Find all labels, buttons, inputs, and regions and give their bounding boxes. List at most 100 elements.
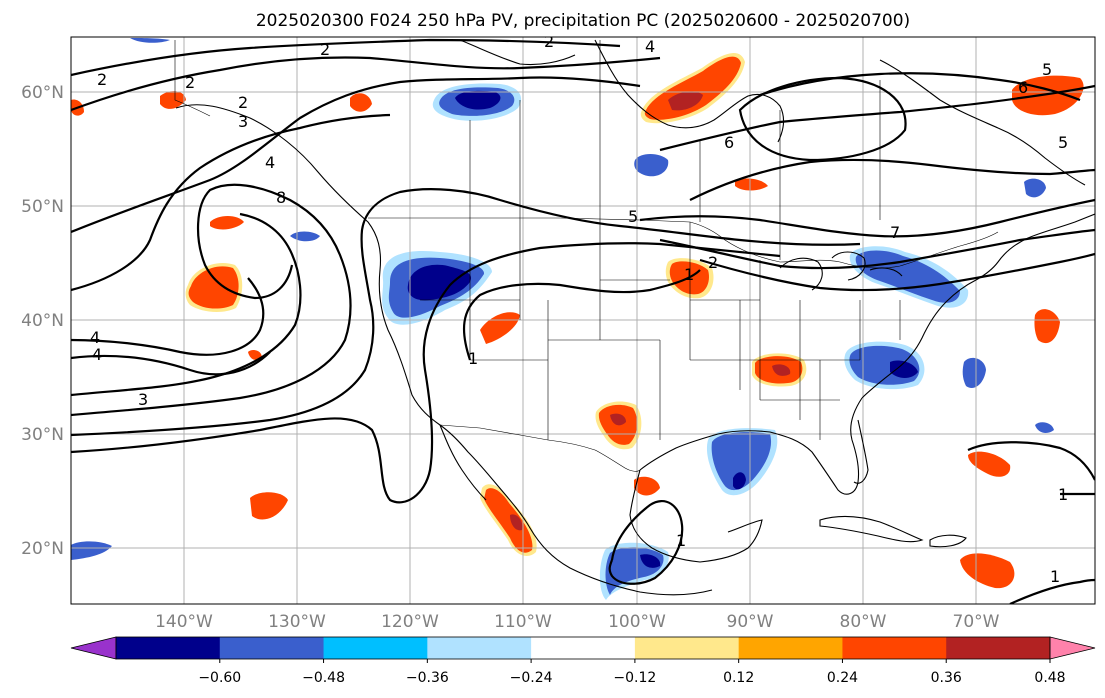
pv-contour-east-3 [759, 72, 1081, 102]
contour-label: 2 [708, 253, 718, 272]
pv-contour-mexico-loop [608, 500, 684, 585]
pv-contour-ridge-1 [71, 277, 265, 356]
contour-label: 8 [276, 188, 286, 207]
pv-contour-east-2 [689, 158, 1095, 201]
north-islands-coastline [459, 39, 576, 66]
coastlines [175, 39, 1095, 596]
contour-label: 4 [92, 345, 102, 364]
florida-coastline [853, 419, 869, 484]
pv-contour-east-4 [639, 198, 1095, 238]
colorbar-tick-label: 0.24 [827, 670, 858, 686]
contour-label: 5 [1042, 60, 1052, 79]
lon-label-80w: 80°W [840, 612, 887, 632]
pv-contour-canada-loop [738, 76, 907, 162]
pv-contour-ridge-3 [71, 212, 302, 397]
cuba-coastline [819, 515, 924, 543]
lat-label-40n: 40°N [21, 311, 64, 331]
colorbar-tick-label: 0.48 [1034, 670, 1065, 686]
lon-label-120w: 120°W [381, 612, 439, 632]
political-borders [174, 40, 999, 472]
contour-label: 4 [265, 153, 275, 172]
colorbar-segment [738, 637, 843, 659]
pv-contour-great-basin [463, 269, 701, 361]
contour-label: 3 [238, 112, 248, 131]
contour-label: 7 [890, 223, 900, 242]
precip-blob-north-canada [432, 83, 522, 121]
lat-label-30n: 30°N [21, 425, 64, 445]
colorbar-segment [116, 637, 221, 659]
contour-label: 2 [97, 70, 107, 89]
precip-blob-tennessee [752, 353, 807, 387]
pv-contour-1 [71, 38, 621, 77]
lon-label-110w: 110°W [494, 612, 552, 632]
gulf-coastline [639, 397, 863, 495]
colorbar-tick-labels: −0.60 −0.48 −0.36 −0.24 −0.12 0.12 0.24 0.36 0.4… [198, 659, 1066, 686]
baja-coastline [439, 424, 487, 501]
pacific-coastline [175, 104, 713, 596]
colorbar-tick-label: −0.60 [198, 670, 241, 686]
contour-label: 2 [544, 32, 554, 51]
lon-label-70w: 70°W [953, 612, 1000, 632]
contour-label: 2 [320, 40, 330, 59]
contour-label: 3 [138, 390, 148, 409]
colorbar-tick-label: −0.24 [510, 670, 553, 686]
colorbar-segment [427, 637, 532, 659]
pv-contour-ridge-2 [71, 351, 271, 376]
pv-contour-3 [71, 76, 641, 234]
contour-label: 5 [628, 207, 638, 226]
precip-blob-texas [595, 401, 642, 450]
pv-contour-east-6 [699, 252, 1095, 292]
lon-label-130w: 130°W [268, 612, 326, 632]
contour-label: 4 [90, 328, 100, 347]
lat-label-60n: 60°N [21, 83, 64, 103]
precip-blob-baja [480, 484, 537, 556]
colorbar-segment [634, 637, 740, 659]
colorbar-tick-label: −0.48 [302, 670, 345, 686]
lon-label-100w: 100°W [608, 612, 666, 632]
mexico-east-coastline [629, 469, 763, 563]
pv-contours [71, 38, 1095, 604]
colorbar [70, 636, 1096, 660]
precip-blob-small-negatives [71, 38, 1054, 560]
lat-label-50n: 50°N [21, 197, 64, 217]
hispaniola-coastline [929, 534, 967, 548]
contour-label: 1 [468, 349, 478, 368]
colorbar-segment [219, 637, 325, 659]
us-canada-border [368, 217, 999, 269]
us-mexico-border [439, 424, 641, 472]
colorbar-tick-label: −0.36 [406, 670, 449, 686]
pv-contour-atlantic [967, 441, 1095, 496]
contour-label: 1 [1058, 485, 1068, 504]
colorbar-segment [946, 637, 1051, 659]
pv-contour-southern [71, 242, 781, 504]
pv-contour-ridge-4 [71, 183, 352, 417]
precip-blob-pacific-west [185, 262, 243, 312]
pv-contour-east-5 [659, 228, 1095, 270]
labrador-coastline [879, 59, 1086, 186]
pv-contour-2 [71, 56, 661, 112]
precip-blob-gulf-coast [706, 428, 778, 496]
contour-label: 1 [676, 531, 686, 550]
alaska-canada-border [174, 40, 211, 117]
colorbar-segment [323, 637, 428, 659]
state-lines-east [689, 222, 901, 440]
contour-label: 1 [684, 265, 694, 284]
contour-label: 1 [1050, 567, 1060, 586]
atlantic-coastline [861, 213, 1095, 399]
great-lakes-outline [779, 251, 903, 291]
negative-precip-regions [71, 38, 1054, 600]
lon-label-90w: 90°W [727, 612, 774, 632]
map-frame [70, 36, 1096, 605]
map-title: 2025020300 F024 250 hPa PV, precipitatio… [256, 11, 910, 31]
contour-labels: 2 2 2 4 4 3 4 8 2 2 6 6 5 5 7 1 2 4 5 3 … [90, 32, 1068, 586]
pv-contour-4 [71, 113, 391, 292]
contour-label: 2 [185, 73, 195, 92]
precip-blob-carolinas [844, 341, 925, 390]
positive-precip-regions [71, 52, 1084, 589]
colorbar-tick-label: 0.36 [931, 670, 962, 686]
precip-blob-hudson-bay [640, 52, 745, 124]
longitude-labels: 140°W 130°W 120°W 110°W 100°W 90°W 80°W … [155, 612, 1000, 632]
colorbar-frame [115, 636, 1051, 660]
pv-contour-trough [71, 188, 861, 437]
